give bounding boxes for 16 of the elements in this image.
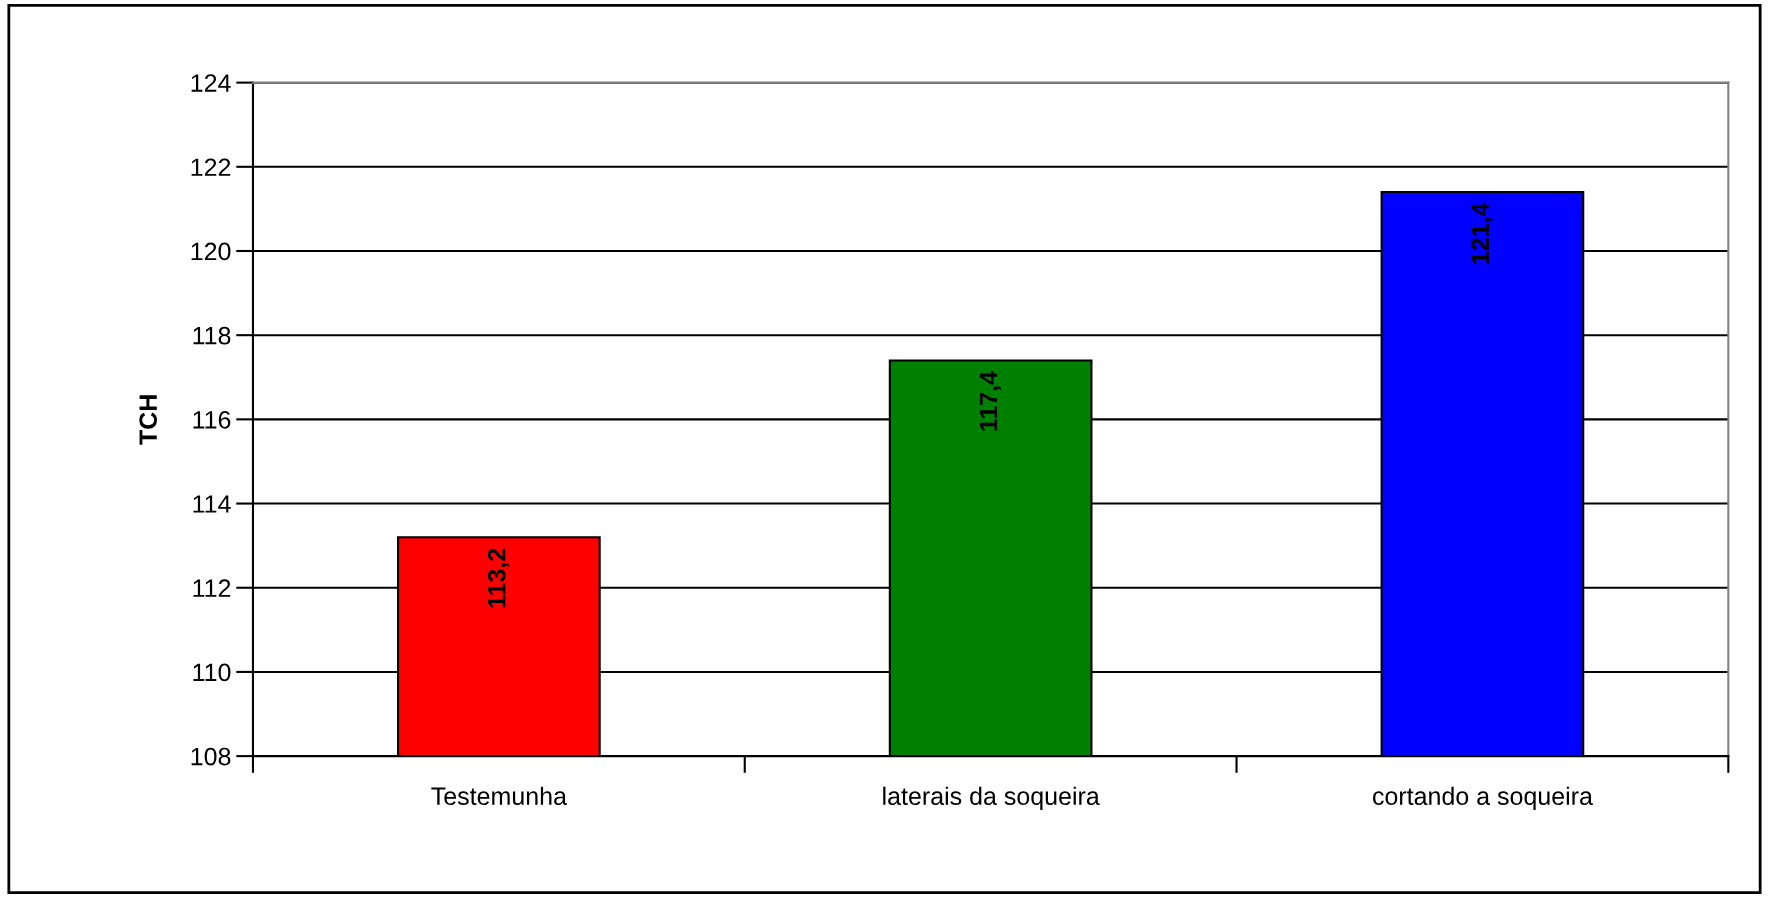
y-tick-label: 110 bbox=[193, 663, 231, 682]
y-tick-label: 114 bbox=[193, 495, 231, 513]
y-tick-label: 116 bbox=[193, 410, 231, 429]
y-tick-label: 122 bbox=[191, 158, 231, 176]
x-tick-label: Testemunha bbox=[431, 786, 567, 806]
x-tick-label: laterais da soqueira bbox=[883, 786, 1100, 810]
data-label: 113,2 bbox=[487, 548, 510, 608]
y-tick-label: 112 bbox=[193, 579, 231, 597]
y-tick-label: 124 bbox=[191, 74, 231, 92]
data-label: 121,4 bbox=[1471, 202, 1493, 264]
x-tick-label: cortando a soqueira bbox=[1373, 786, 1593, 810]
data-label: 117,4 bbox=[979, 371, 1001, 431]
y-axis-title: TCH bbox=[139, 395, 158, 445]
y-tick-label: 108 bbox=[191, 747, 231, 766]
y-tick-label: 118 bbox=[193, 326, 231, 345]
y-tick-label: 120 bbox=[191, 242, 231, 261]
